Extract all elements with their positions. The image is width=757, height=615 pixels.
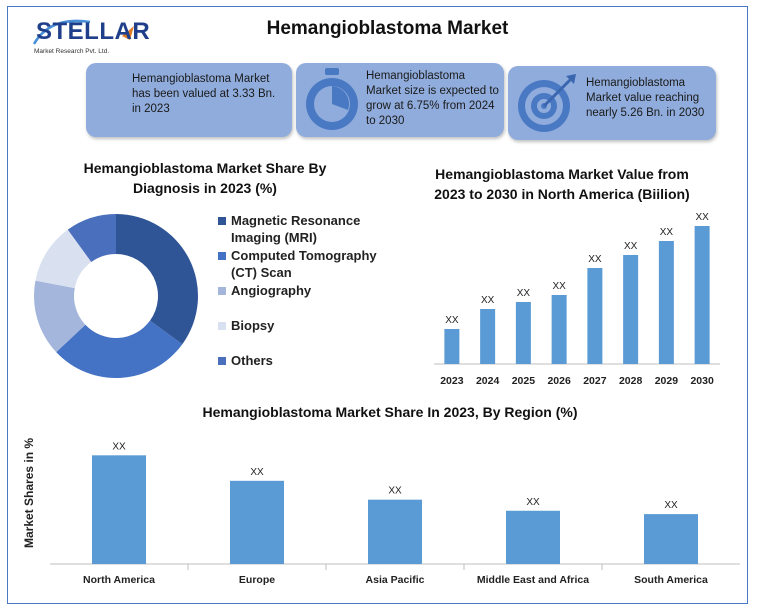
- data-label-0: XX: [445, 315, 459, 326]
- bar-3: [551, 295, 567, 364]
- logo-name: STELLAR: [36, 18, 151, 45]
- data-label-4: XX: [588, 254, 602, 265]
- data-label-7: XX: [695, 212, 709, 223]
- card-line: Hemangioblastoma Market: [132, 73, 270, 85]
- logo-swoosh-icon: [32, 19, 134, 45]
- legend-label: Computed Tomography: [231, 248, 377, 263]
- data-label-3: XX: [526, 497, 540, 508]
- title-line: Diagnosis in 2023 (%): [133, 180, 277, 196]
- data-label-4: XX: [664, 500, 678, 511]
- legend-label: (CT) Scan: [231, 265, 292, 280]
- data-label-2: XX: [388, 486, 402, 497]
- legend-label: Magnetic Resonance: [231, 213, 361, 228]
- tick-label-3: 2026: [547, 375, 571, 387]
- legend-swatch: [218, 252, 226, 260]
- data-label-1: XX: [250, 467, 264, 478]
- page-title: Hemangioblastoma Market: [266, 18, 509, 39]
- stat-card-growth: Hemangioblastoma Market size is expected…: [296, 63, 504, 137]
- tick-label-3: Middle East and Africa: [477, 574, 589, 586]
- bar-5: [623, 255, 639, 364]
- infographic-frame: [7, 6, 748, 604]
- donut-chart: [34, 214, 198, 378]
- legend-swatch: [218, 287, 226, 295]
- bar-0: [92, 455, 146, 564]
- tick-label-1: Europe: [239, 574, 275, 586]
- bar-6: [658, 241, 674, 364]
- donut-slice-3: [35, 229, 92, 289]
- legend-label: Others: [231, 353, 273, 368]
- legend-swatch: [218, 357, 226, 365]
- donut-slice-1: [56, 320, 183, 378]
- card-line: Hemangioblastoma: [586, 77, 686, 89]
- title-line: Hemangioblastoma Market Value from: [435, 166, 689, 182]
- legend-swatch: [218, 217, 226, 225]
- card-line: nearly 5.26 Bn. in 2030: [586, 107, 705, 119]
- data-label-5: XX: [624, 241, 638, 252]
- stopwatch-icon: [306, 68, 358, 130]
- data-label-3: XX: [552, 281, 566, 292]
- north-america-bar-chart: XX 2023 XX 2024 XX 2025 XX 2026 XX 2027 XX 2028 XX 20…: [434, 212, 720, 387]
- donut-slice-4: [67, 214, 116, 263]
- card-line: to 2030: [366, 115, 405, 127]
- bar-3: [506, 510, 560, 564]
- tick-label-4: 2027: [583, 375, 607, 387]
- bar-4: [644, 514, 698, 564]
- stat-card-valuation: Hemangioblastoma Market has been valued …: [86, 63, 292, 137]
- bar-1: [480, 309, 496, 364]
- title-line: Hemangioblastoma Market Share In 2023, B…: [202, 404, 578, 420]
- tick-label-2: 2025: [512, 375, 536, 387]
- data-label-0: XX: [112, 441, 126, 452]
- card-line: Market size is expected to: [366, 85, 499, 97]
- card-line: Market value reaching: [586, 92, 700, 104]
- region-bar-chart: XX North America XX Europe XX Asia Pacific XX M…: [50, 441, 740, 586]
- stat-card-forecast: Hemangioblastoma Market value reaching n…: [508, 66, 716, 140]
- bar-4: [587, 268, 603, 364]
- tick-label-6: 2029: [655, 375, 679, 387]
- tick-label-0: 2023: [440, 375, 464, 387]
- donut-slice-2: [34, 280, 86, 353]
- donut-slice-0: [116, 214, 198, 345]
- legend-label: Angiography: [231, 283, 312, 298]
- region-chart-title: Hemangioblastoma Market Share In 2023, B…: [150, 402, 630, 422]
- tick-label-7: 2030: [690, 375, 714, 387]
- legend-swatch: [218, 322, 226, 330]
- donut-chart-title: Hemangioblastoma Market Share By Diagnos…: [60, 158, 350, 198]
- tick-label-1: 2024: [476, 375, 500, 387]
- card-line: has been valued at 3.33 Bn.: [132, 88, 276, 100]
- card-line: grow at 6.75% from 2024: [366, 100, 495, 112]
- target-icon: [518, 74, 576, 132]
- legend-label: Biopsy: [231, 318, 275, 333]
- north-america-chart-title: Hemangioblastoma Market Value from 2023 …: [412, 164, 712, 204]
- bar-2: [368, 499, 422, 564]
- region-y-axis-label: Market Shares in %: [22, 437, 36, 548]
- tick-label-0: North America: [83, 574, 155, 586]
- legend-label: Imaging (MRI): [231, 230, 317, 245]
- bar-7: [694, 226, 710, 364]
- card-line: in 2023: [132, 103, 170, 115]
- logo-subtitle: Market Research Pvt. Ltd.: [34, 48, 110, 55]
- stellar-logo: STELLAR Market Research Pvt. Ltd.: [30, 14, 150, 64]
- data-label-2: XX: [517, 288, 531, 299]
- data-label-1: XX: [481, 295, 495, 306]
- card-line: Hemangioblastoma: [366, 70, 466, 82]
- tick-label-4: South America: [634, 574, 708, 586]
- data-label-6: XX: [660, 227, 674, 238]
- bar-1: [230, 480, 284, 564]
- bar-2: [515, 302, 531, 364]
- bar-0: [444, 329, 460, 364]
- tick-label-2: Asia Pacific: [366, 574, 425, 586]
- title-line: Hemangioblastoma Market Share By: [83, 160, 327, 176]
- title-line: 2023 to 2030 in North America (Biilion): [434, 186, 690, 202]
- tick-label-5: 2028: [619, 375, 643, 387]
